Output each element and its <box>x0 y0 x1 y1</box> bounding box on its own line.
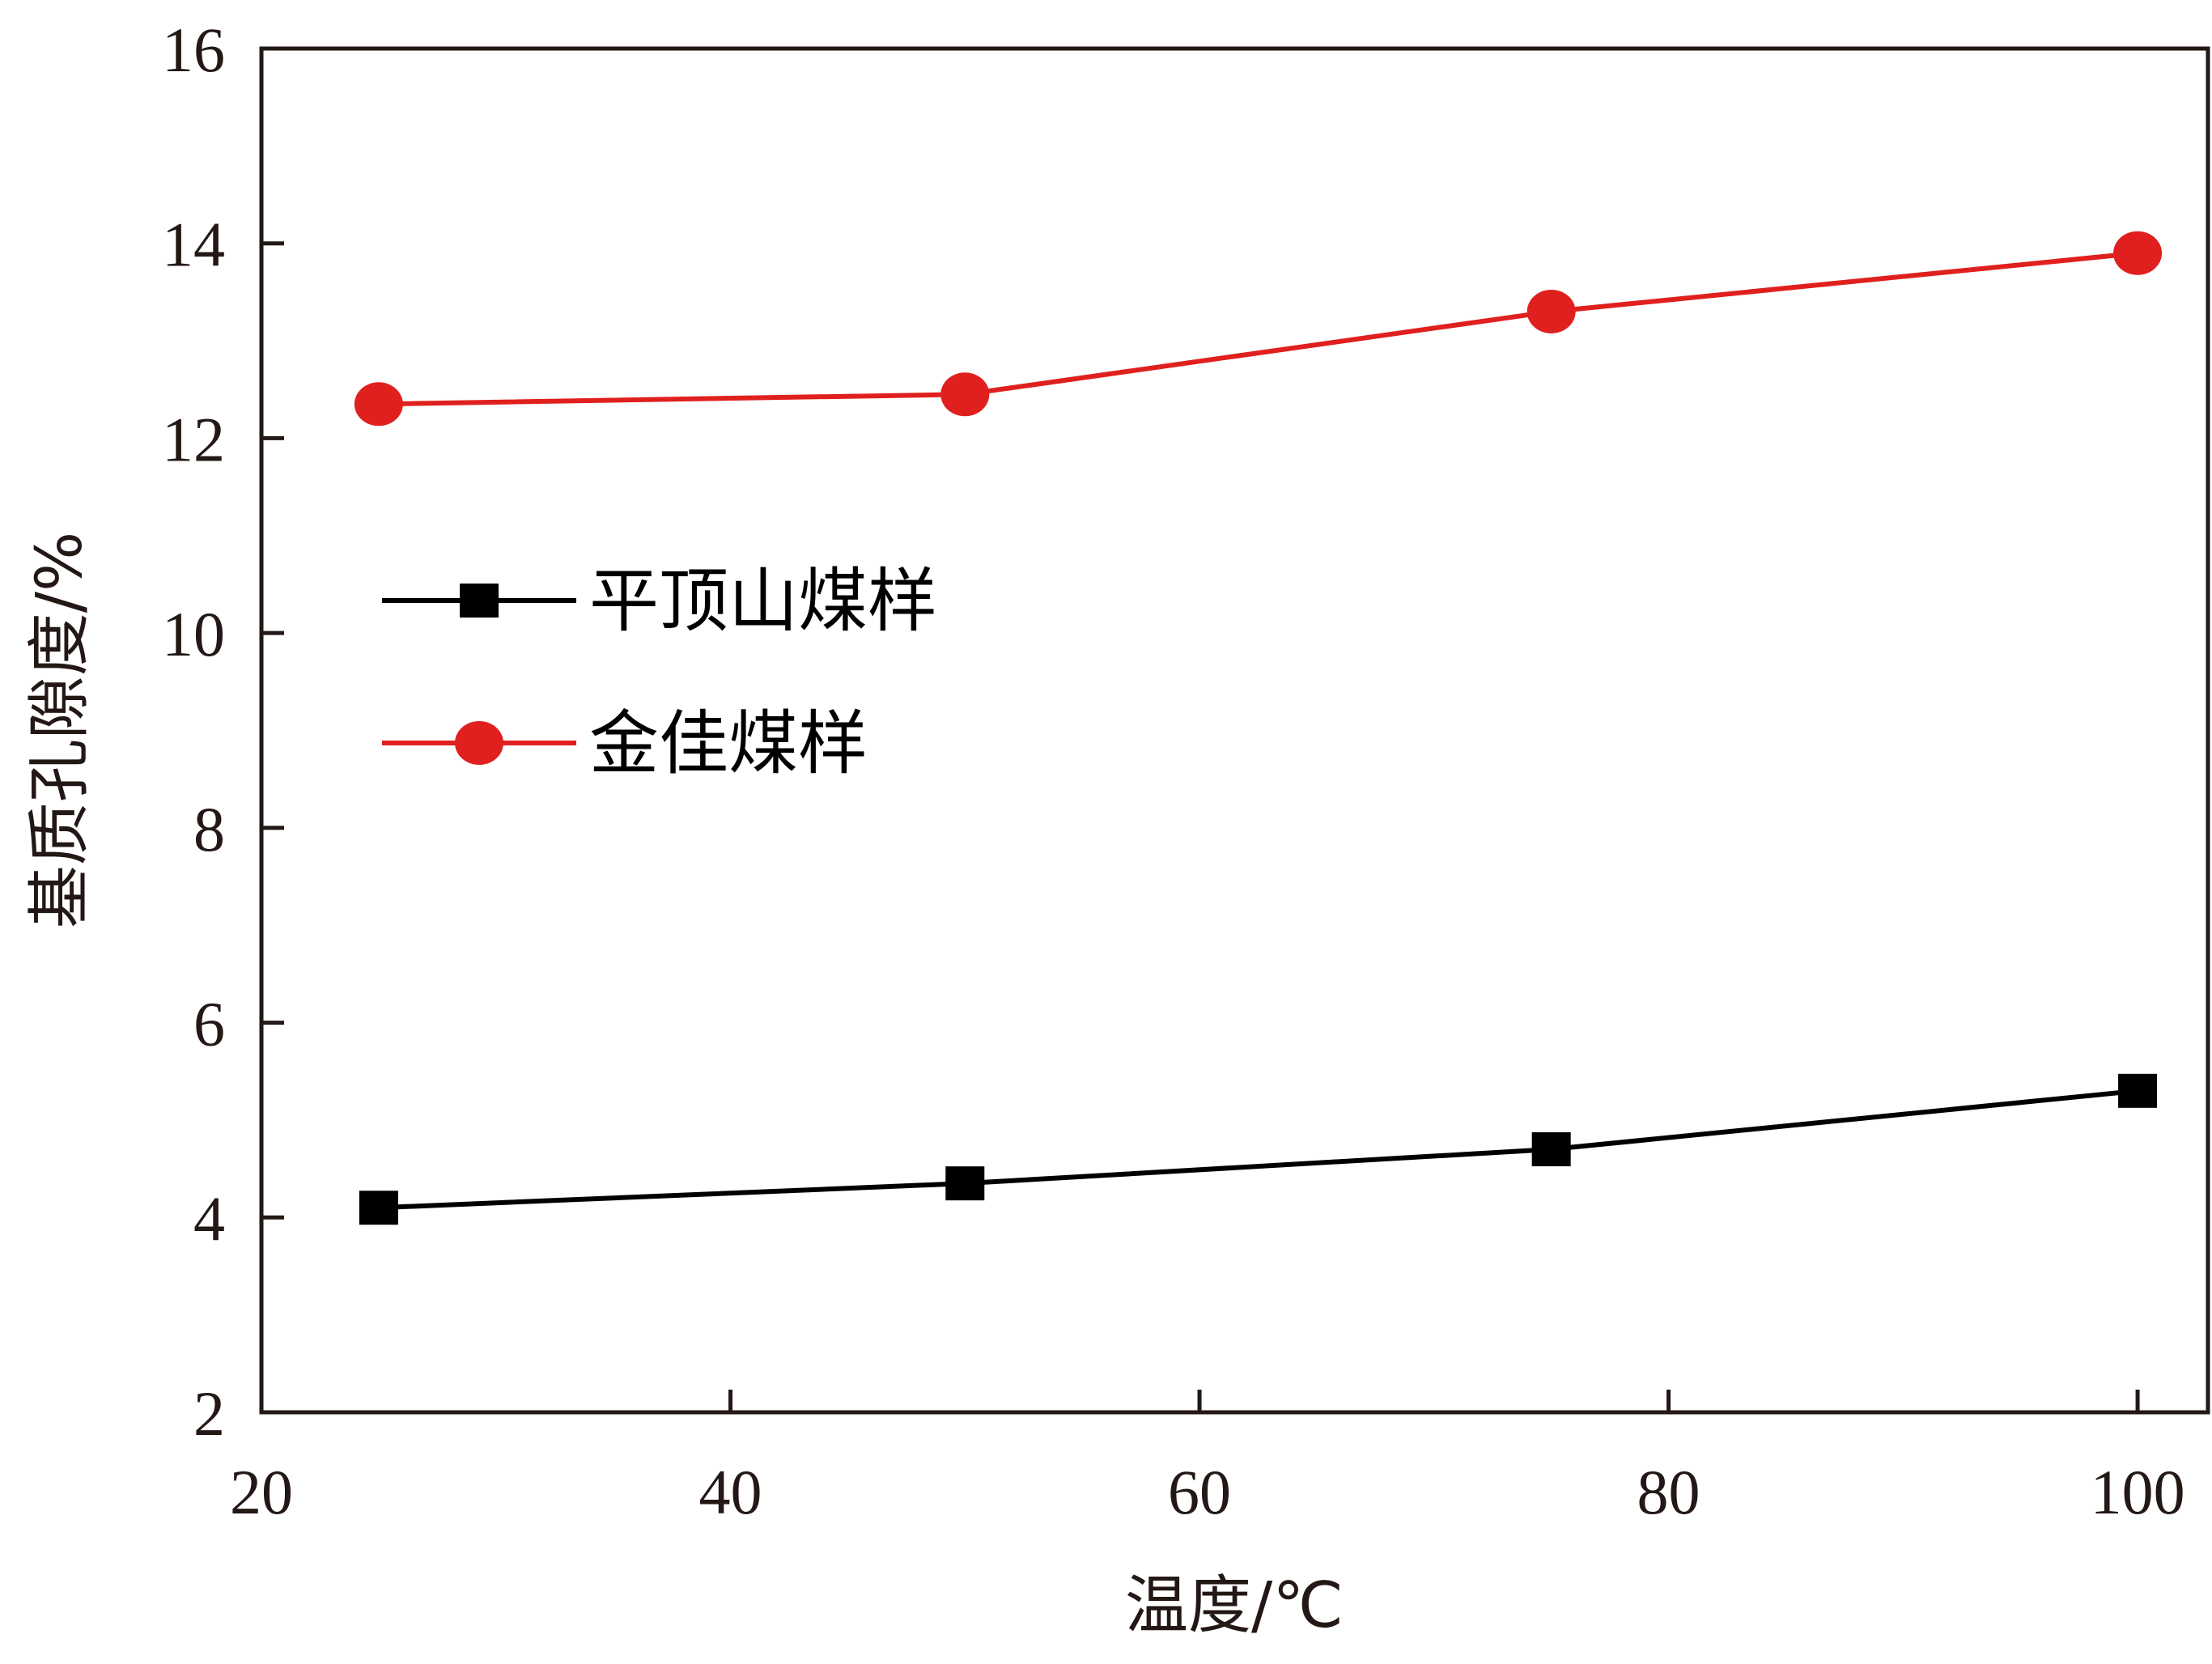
y-tick-label: 10 <box>162 599 225 669</box>
y-tick-label: 8 <box>193 794 225 864</box>
y-axis-title: 基质孔隙度/% <box>23 532 96 928</box>
x-tick-label: 100 <box>2091 1457 2185 1527</box>
legend-marker-circle <box>455 721 503 765</box>
data-point-square <box>359 1191 398 1225</box>
x-tick-label: 40 <box>699 1457 762 1527</box>
y-tick-label: 16 <box>162 15 225 85</box>
data-point-square <box>1531 1132 1571 1167</box>
series-layer <box>354 231 2163 1225</box>
y-axis-ticks: 2 4 6 8 10 12 14 16 <box>162 15 284 1449</box>
data-point-circle <box>2113 231 2163 275</box>
data-point-square <box>2118 1073 2158 1108</box>
data-point-circle <box>940 372 990 417</box>
series-line-2 <box>378 250 2138 407</box>
x-axis-ticks: 20 40 60 80 100 <box>230 1390 2185 1527</box>
y-tick-label: 14 <box>162 210 225 280</box>
x-tick-label: 60 <box>1168 1457 1231 1527</box>
y-tick-label: 4 <box>193 1183 225 1254</box>
data-point-square <box>945 1166 985 1201</box>
data-point-circle <box>1526 289 1576 333</box>
legend-label: 平顶山煤样 <box>589 561 937 642</box>
y-tick-label: 6 <box>193 989 225 1059</box>
legend-marker-square <box>460 584 499 618</box>
x-tick-label: 20 <box>230 1457 293 1527</box>
x-axis-title: 温度/℃ <box>1125 1569 1344 1642</box>
x-tick-label: 80 <box>1637 1457 1700 1527</box>
series-line-1 <box>378 1088 2138 1211</box>
legend-label: 金佳煤样 <box>589 703 868 784</box>
y-tick-label: 2 <box>193 1378 225 1449</box>
data-point-circle <box>354 382 403 427</box>
plot-frame <box>259 46 2210 1415</box>
y-tick-label: 12 <box>162 404 225 474</box>
